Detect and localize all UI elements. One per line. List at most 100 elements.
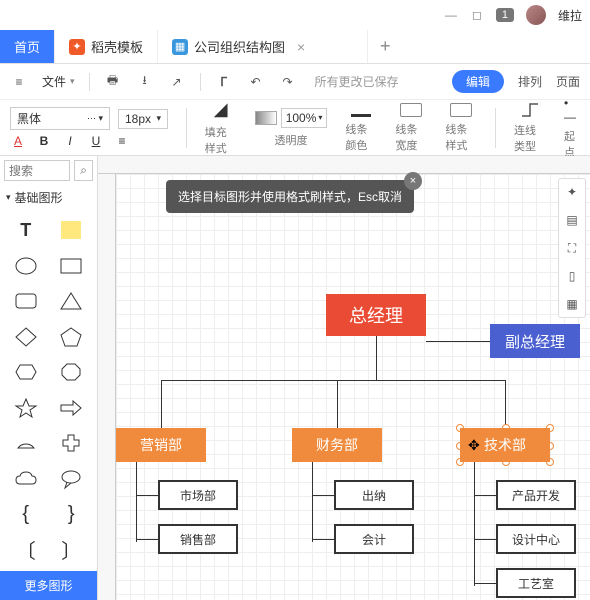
node-sub[interactable]: 出纳 — [334, 480, 414, 510]
node-dept-marketing[interactable]: 营销部 — [116, 428, 206, 462]
font-select[interactable]: 黑体⋯ ▾ — [10, 107, 110, 130]
opacity-group[interactable]: 100%▾ 透明度 — [255, 108, 328, 148]
shape-pentagon[interactable] — [52, 323, 92, 351]
shape-search-input[interactable] — [4, 160, 70, 181]
underline-btn[interactable]: U — [88, 134, 104, 148]
connector[interactable] — [136, 495, 158, 496]
tab-add[interactable]: + — [368, 30, 403, 63]
more-shapes-button[interactable]: 更多图形 — [0, 571, 97, 600]
connector[interactable] — [136, 462, 137, 542]
compass-icon[interactable]: ✦ — [563, 183, 581, 201]
font-color-btn[interactable]: A — [10, 134, 26, 148]
align-btn[interactable]: ≡ — [114, 134, 130, 148]
download-icon[interactable]: ⭳ — [136, 71, 154, 92]
shape-octagon[interactable] — [52, 358, 92, 386]
shape-chord[interactable] — [6, 429, 46, 457]
italic-btn[interactable]: I — [62, 134, 78, 148]
node-dept-tech[interactable]: ✥ 技术部 — [460, 428, 550, 462]
node-sub[interactable]: 产品开发 — [496, 480, 576, 510]
shape-brace-r[interactable]: } — [52, 500, 92, 528]
connector[interactable] — [312, 539, 334, 540]
node-sub[interactable]: 设计中心 — [496, 524, 576, 554]
connector[interactable] — [474, 495, 496, 496]
line-style-group[interactable]: 线条样式 — [445, 103, 477, 153]
menu-icon[interactable]: ≡ — [10, 75, 28, 89]
shape-note[interactable] — [52, 216, 92, 244]
line-width-icon — [400, 103, 422, 117]
node-dept-finance[interactable]: 财务部 — [292, 428, 382, 462]
search-icon[interactable]: ⌕ — [74, 160, 93, 181]
minimize-button[interactable]: — — [444, 8, 458, 22]
connector[interactable] — [136, 539, 158, 540]
connector[interactable] — [161, 380, 162, 428]
page-icon[interactable]: ▯ — [563, 267, 581, 285]
print-icon[interactable]: 🖶 — [104, 71, 122, 92]
connector[interactable] — [474, 583, 496, 584]
maximize-button[interactable]: ◻ — [470, 8, 484, 22]
fit-icon[interactable]: ⛶ — [563, 239, 581, 257]
shape-paren-l[interactable]: 〔 — [6, 536, 46, 564]
tooltip-close-icon[interactable]: × — [404, 172, 422, 190]
connector[interactable] — [337, 380, 338, 428]
edit-mode-button[interactable]: 编辑 — [452, 70, 504, 93]
fill-style-group[interactable]: ◢ 填充样式 — [205, 99, 237, 156]
node-sub[interactable]: 销售部 — [158, 524, 238, 554]
size-select[interactable]: 18px▾ — [118, 109, 168, 129]
shape-diamond[interactable] — [6, 323, 46, 351]
shape-arrow-right[interactable] — [52, 394, 92, 422]
line-width-group[interactable]: 线条宽度 — [395, 103, 427, 153]
line-color-icon — [351, 114, 371, 117]
shape-hexagon[interactable] — [6, 358, 46, 386]
format-painter-icon[interactable]: ᒥ — [215, 75, 233, 89]
username-label: 维拉 — [558, 7, 582, 24]
basic-shapes-header[interactable]: ▾基础图形 — [0, 185, 97, 210]
shape-plus[interactable] — [52, 429, 92, 457]
node-vice-gm[interactable]: 副总经理 — [490, 324, 580, 358]
connector[interactable] — [376, 336, 377, 380]
grid-icon[interactable]: ▦ — [563, 295, 581, 313]
close-tab-icon[interactable]: × — [297, 39, 305, 55]
shape-brace-l[interactable]: { — [6, 500, 46, 528]
node-sub[interactable]: 市场部 — [158, 480, 238, 510]
bold-btn[interactable]: B — [36, 134, 52, 148]
arrange-menu[interactable]: 排列 — [518, 73, 542, 90]
node-general-manager[interactable]: 总经理 — [326, 294, 426, 336]
undo-icon[interactable]: ↶ — [247, 75, 265, 89]
connector-type-group[interactable]: 连线类型 — [514, 102, 546, 154]
line-color-group[interactable]: 线条颜色 — [345, 103, 377, 153]
shape-cloud[interactable] — [6, 465, 46, 493]
file-menu[interactable]: 文件▾ — [42, 73, 75, 90]
connector[interactable] — [312, 495, 334, 496]
canvas[interactable]: 选择目标图形并使用格式刷样式，Esc取消 × 总经理 副总经理 营销部 财务部 — [116, 174, 590, 600]
shape-triangle[interactable] — [52, 287, 92, 315]
node-sub[interactable]: 会计 — [334, 524, 414, 554]
redo-icon[interactable]: ↷ — [279, 75, 297, 89]
node-sub[interactable]: 工艺室 — [496, 568, 576, 598]
connector[interactable] — [312, 462, 313, 542]
shape-star[interactable] — [6, 394, 46, 422]
tab-home[interactable]: 首页 — [0, 30, 55, 63]
ruler-horizontal — [98, 156, 590, 174]
notification-badge[interactable]: 1 — [496, 8, 514, 22]
connector[interactable] — [161, 380, 505, 381]
layers-icon[interactable]: ▤ — [563, 211, 581, 229]
opacity-input[interactable]: 100%▾ — [281, 108, 328, 128]
templates-icon: ✦ — [69, 39, 85, 55]
shape-ellipse[interactable] — [6, 252, 46, 280]
tab-templates[interactable]: ✦ 稻壳模板 — [55, 30, 158, 63]
opacity-icon — [255, 111, 277, 125]
shape-text[interactable]: T — [6, 216, 46, 244]
user-avatar[interactable] — [526, 5, 546, 25]
tab-document[interactable]: ▦ 公司组织结构图 × — [158, 30, 368, 63]
share-icon[interactable]: ↗ — [168, 75, 186, 89]
connector[interactable] — [426, 341, 490, 342]
endpoint-group[interactable]: •— 起点 — [564, 96, 580, 160]
connector[interactable] — [474, 462, 475, 586]
connector[interactable] — [474, 539, 496, 540]
page-menu[interactable]: 页面 — [556, 73, 580, 90]
shape-callout[interactable] — [52, 465, 92, 493]
shape-rect[interactable] — [52, 252, 92, 280]
shape-paren-r[interactable]: 〕 — [52, 536, 92, 564]
shape-roundrect[interactable] — [6, 287, 46, 315]
connector[interactable] — [505, 380, 506, 428]
